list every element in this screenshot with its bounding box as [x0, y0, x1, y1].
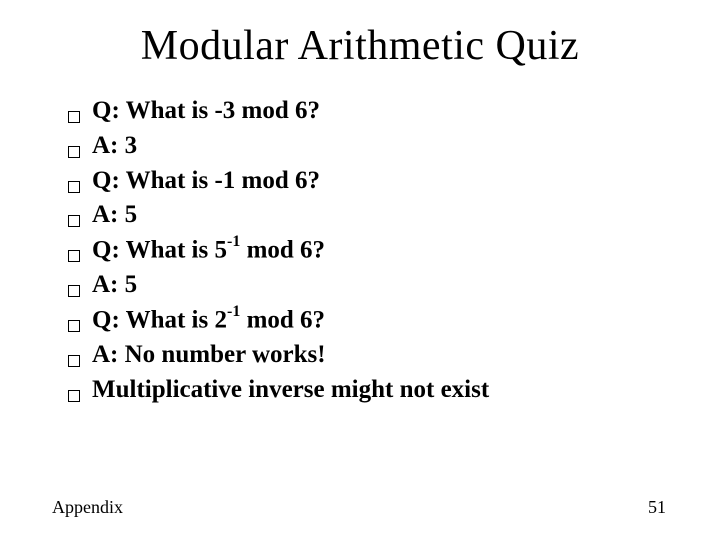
- list-item: Q: What is -1 mod 6?: [68, 164, 680, 198]
- superscript: -1: [227, 303, 240, 320]
- list-item: A: 3: [68, 129, 680, 163]
- list-item: Q: What is 5-1 mod 6?: [68, 233, 680, 267]
- slide-title: Modular Arithmetic Quiz: [40, 22, 680, 70]
- text-post: mod 6?: [240, 236, 325, 263]
- list-item: Q: What is 2-1 mod 6?: [68, 303, 680, 337]
- list-item-text: Q: What is 5-1 mod 6?: [92, 233, 325, 267]
- footer-label: Appendix: [52, 497, 123, 518]
- square-bullet-icon: [68, 215, 80, 227]
- superscript: -1: [227, 233, 240, 250]
- square-bullet-icon: [68, 390, 80, 402]
- text-pre: Q: What is 2: [92, 306, 227, 333]
- slide: Modular Arithmetic Quiz Q: What is -3 mo…: [0, 0, 720, 540]
- list-item-text: A: 3: [92, 129, 137, 163]
- list-item: A: No number works!: [68, 338, 680, 372]
- list-item: Multiplicative inverse might not exist: [68, 373, 680, 407]
- list-item: Q: What is -3 mod 6?: [68, 94, 680, 128]
- list-item: A: 5: [68, 268, 680, 302]
- square-bullet-icon: [68, 320, 80, 332]
- square-bullet-icon: [68, 181, 80, 193]
- bullet-list: Q: What is -3 mod 6? A: 3 Q: What is -1 …: [40, 94, 680, 406]
- list-item-text: A: 5: [92, 198, 137, 232]
- square-bullet-icon: [68, 111, 80, 123]
- page-number: 51: [648, 497, 666, 518]
- square-bullet-icon: [68, 250, 80, 262]
- square-bullet-icon: [68, 285, 80, 297]
- text-post: mod 6?: [240, 306, 325, 333]
- square-bullet-icon: [68, 355, 80, 367]
- footer: Appendix 51: [52, 497, 680, 518]
- list-item-text: Q: What is -1 mod 6?: [92, 164, 320, 198]
- list-item-text: Q: What is -3 mod 6?: [92, 94, 320, 128]
- list-item: A: 5: [68, 198, 680, 232]
- list-item-text: Multiplicative inverse might not exist: [92, 373, 489, 407]
- list-item-text: A: No number works!: [92, 338, 326, 372]
- square-bullet-icon: [68, 146, 80, 158]
- list-item-text: Q: What is 2-1 mod 6?: [92, 303, 325, 337]
- list-item-text: A: 5: [92, 268, 137, 302]
- text-pre: Q: What is 5: [92, 236, 227, 263]
